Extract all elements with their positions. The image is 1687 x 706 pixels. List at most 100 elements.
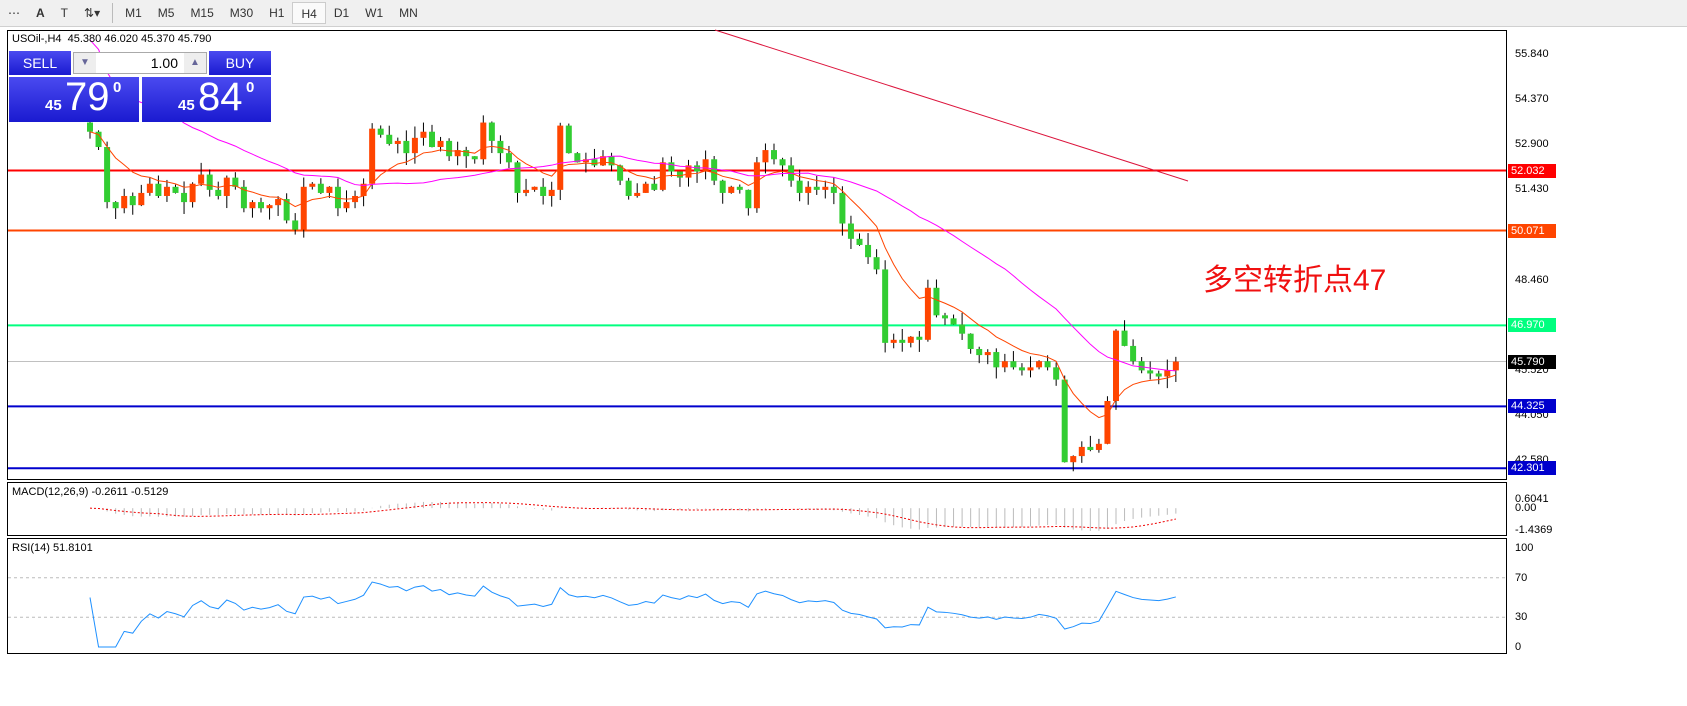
timeframe-d1[interactable]: D1: [333, 6, 350, 20]
timeframe-h1[interactable]: H1: [269, 6, 285, 20]
timeframe-m15[interactable]: M15: [190, 6, 214, 20]
candle-body: [847, 223, 854, 239]
candle-body: [112, 202, 119, 209]
candle-body: [454, 150, 461, 157]
candle-body: [719, 180, 726, 193]
macd-tick: -1.4369: [1515, 524, 1553, 536]
grid-icon[interactable]: ⋯: [8, 6, 20, 20]
timeframe-h4[interactable]: H4: [292, 2, 326, 24]
rsi-pane[interactable]: [7, 538, 1507, 654]
candle-body: [420, 131, 427, 138]
timeframe-m30[interactable]: M30: [229, 6, 254, 20]
candle-body: [873, 257, 880, 270]
candle-body: [138, 192, 145, 206]
candle-body: [574, 153, 581, 163]
candle-body: [634, 192, 641, 196]
candle-body: [822, 186, 829, 190]
candle-body: [1147, 370, 1154, 374]
candle-body: [557, 125, 564, 190]
candle-body: [514, 162, 521, 193]
lot-input[interactable]: 1.00: [150, 55, 178, 71]
candle-body: [343, 202, 350, 209]
price-tick: 51.430: [1515, 182, 1549, 195]
candle-body: [668, 162, 675, 172]
ma-long-line: [714, 29, 1189, 182]
candle-body: [480, 122, 487, 160]
timeframe-w1[interactable]: W1: [365, 6, 384, 20]
price-tag: 45.790: [1508, 354, 1556, 369]
buy-button[interactable]: BUY: [209, 51, 271, 75]
candle-body: [463, 150, 470, 157]
candle-body: [762, 150, 769, 163]
candle-body: [334, 186, 341, 209]
candle-body: [565, 125, 572, 154]
rsi-tick: 30: [1515, 611, 1528, 624]
candle-body: [856, 238, 863, 245]
candle-body: [942, 315, 948, 319]
candle-body: [617, 165, 624, 181]
candle-body: [728, 186, 735, 193]
candle-body: [1061, 379, 1068, 463]
timeframe-m1[interactable]: M1: [125, 6, 142, 20]
candle-body: [377, 128, 384, 135]
candle-body: [1001, 361, 1008, 368]
rsi-tick: 0: [1515, 641, 1522, 653]
candle-body: [540, 186, 547, 196]
candle-body: [865, 244, 872, 258]
price-tick: 54.370: [1515, 92, 1549, 105]
increase-icon[interactable]: ▲: [184, 53, 206, 73]
price-tag: 52.032: [1508, 163, 1556, 178]
price-axis: 55.840 54.370 52.900 51.430 48.460 45.520 44.0…: [1507, 0, 1567, 480]
candle-body: [882, 269, 889, 343]
candle-body: [249, 202, 256, 209]
rsi-tick: 70: [1515, 571, 1528, 584]
candle-body: [771, 150, 777, 160]
candle-body: [189, 183, 196, 203]
candle-body: [292, 220, 299, 230]
candle-body: [1010, 361, 1017, 368]
price-tick: 48.460: [1515, 273, 1549, 286]
candle-body: [745, 189, 752, 209]
candle-body: [497, 140, 504, 154]
candle-body: [830, 186, 837, 193]
candle-body: [805, 186, 812, 193]
candle-body: [283, 199, 290, 221]
candle-body: [505, 153, 512, 163]
candle-body: [1095, 443, 1102, 450]
candle-body: [471, 156, 478, 160]
candle-body: [1044, 361, 1051, 368]
timeframe-m5[interactable]: M5: [157, 6, 175, 20]
candle-body: [591, 159, 598, 166]
text-label-icon[interactable]: T: [60, 6, 69, 20]
candle-body: [582, 159, 589, 163]
candle-body: [950, 318, 957, 325]
text-tool-icon[interactable]: A: [36, 6, 45, 20]
macd-tick: 0.6041: [1515, 493, 1549, 505]
candle-body: [155, 183, 162, 196]
arrows-icon[interactable]: ⇅▾: [84, 6, 101, 20]
timeframe-mn[interactable]: MN: [399, 6, 418, 20]
candle-body: [1027, 367, 1034, 371]
candle-body: [984, 352, 991, 356]
candle-body: [753, 162, 760, 209]
rsi-axis: 100 70 30 0: [1507, 0, 1567, 660]
candle-body: [129, 195, 136, 206]
sell-button[interactable]: SELL: [9, 51, 71, 75]
candle-body: [890, 339, 897, 343]
candle-body: [300, 186, 307, 230]
price-tag: 44.325: [1508, 399, 1556, 414]
decrease-icon[interactable]: ▼: [74, 53, 96, 73]
buy-price-button[interactable]: 45 84 0: [142, 75, 271, 122]
lot-stepper[interactable]: ▼ 1.00 ▲: [73, 52, 207, 74]
candle-body: [104, 147, 111, 203]
candle-body: [779, 159, 786, 166]
sell-price-button[interactable]: 45 79 0: [9, 75, 139, 122]
candle-body: [702, 159, 709, 172]
candle-body: [1130, 345, 1137, 362]
candle-body: [959, 324, 966, 334]
candle-body: [1070, 456, 1077, 463]
candle-body: [1113, 330, 1119, 402]
candle-body: [907, 336, 914, 343]
candle-body: [916, 336, 923, 340]
candle-body: [1018, 367, 1025, 371]
